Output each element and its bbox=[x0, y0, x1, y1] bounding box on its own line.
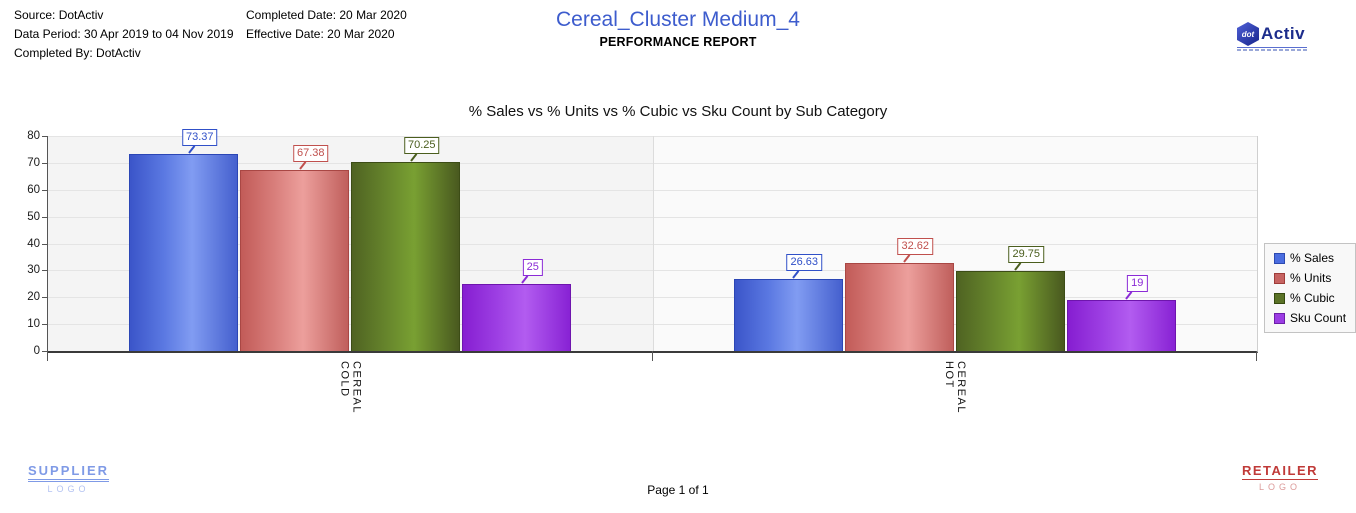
source-label: Source: DotActiv bbox=[14, 8, 104, 22]
category-divider bbox=[652, 136, 654, 351]
chart-title: % Sales vs % Units vs % Cubic vs Sku Cou… bbox=[468, 103, 888, 120]
legend-label: % Cubic bbox=[1290, 291, 1335, 305]
y-axis-tick bbox=[42, 297, 47, 299]
dotactiv-brand-text: Activ bbox=[1261, 24, 1306, 43]
legend-swatch-icon bbox=[1274, 272, 1285, 284]
y-axis-tick bbox=[42, 189, 47, 191]
legend-swatch-icon bbox=[1274, 252, 1285, 264]
y-axis-label: 80 bbox=[27, 130, 40, 142]
dotactiv-hexagon-icon: dot bbox=[1237, 22, 1259, 46]
y-axis-line bbox=[47, 136, 48, 361]
value-callout: 32.62 bbox=[897, 238, 934, 256]
x-axis-tick bbox=[651, 351, 653, 361]
value-callout: 29.75 bbox=[1008, 246, 1045, 264]
supplier-logo-sub: LOGO bbox=[47, 484, 90, 494]
y-axis-label: 50 bbox=[27, 210, 40, 223]
bar-units bbox=[240, 169, 350, 351]
bar-sales bbox=[733, 279, 843, 351]
value-callout: 26.63 bbox=[786, 254, 823, 272]
report-meta-left: Source: DotActiv Data Period: 30 Apr 201… bbox=[14, 6, 234, 63]
y-axis-label: 70 bbox=[27, 156, 40, 169]
report-meta-dates: Completed Date: 20 Mar 2020 Effective Da… bbox=[246, 6, 407, 44]
legend-item: % Units bbox=[1274, 271, 1346, 285]
legend-item: % Sales bbox=[1274, 251, 1346, 265]
supplier-logo-text: SUPPLIER bbox=[28, 463, 110, 482]
completed-by-label: Completed By: DotActiv bbox=[14, 46, 141, 60]
y-axis-tick bbox=[42, 136, 47, 137]
legend-swatch-icon bbox=[1274, 312, 1285, 324]
y-axis-label: 40 bbox=[27, 237, 40, 250]
legend-label: Sku Count bbox=[1290, 311, 1347, 325]
chart-legend: % Sales % Units % Cubic Sku Count bbox=[1264, 243, 1356, 333]
dotactiv-hex-text: dot bbox=[1241, 29, 1255, 39]
dotactiv-logo: dot Activ bbox=[1237, 22, 1307, 51]
bar-sku-count bbox=[1066, 299, 1176, 351]
legend-swatch-icon bbox=[1274, 292, 1285, 304]
plot-area: 0 10 20 30 40 50 60 70 80 73.37 67.38 70.25 25 CEREAL… bbox=[27, 128, 1258, 414]
data-period-label: Data Period: 30 Apr 2019 to 04 Nov 2019 bbox=[14, 27, 234, 41]
legend-item: % Cubic bbox=[1274, 291, 1346, 305]
dotactiv-logo-rule bbox=[1237, 47, 1307, 48]
dotactiv-logo-tagline bbox=[1237, 49, 1307, 51]
bar-cubic bbox=[955, 271, 1065, 351]
retailer-logo-text: RETAILER bbox=[1242, 463, 1319, 480]
y-axis-tick bbox=[42, 162, 47, 164]
y-axis-label: 0 bbox=[33, 345, 40, 357]
x-axis-category-label: CEREAL HOT bbox=[942, 361, 967, 414]
value-callout: 73.37 bbox=[181, 128, 218, 146]
y-axis-tick bbox=[42, 243, 47, 245]
bar-sku-count bbox=[462, 283, 572, 351]
value-callout: 19 bbox=[1127, 274, 1148, 292]
supplier-logo: SUPPLIER LOGO bbox=[28, 462, 110, 494]
retailer-logo: RETAILER LOGO bbox=[1242, 462, 1319, 492]
value-callout: 67.38 bbox=[292, 144, 329, 162]
bar-cubic bbox=[351, 162, 461, 351]
y-axis-tick bbox=[42, 351, 47, 352]
legend-item: Sku Count bbox=[1274, 311, 1346, 325]
y-axis-label: 10 bbox=[27, 318, 40, 331]
effective-date-label: Effective Date: 20 Mar 2020 bbox=[246, 27, 395, 41]
bar-units bbox=[844, 263, 954, 351]
completed-date-label: Completed Date: 20 Mar 2020 bbox=[246, 8, 407, 22]
y-axis-label: 60 bbox=[27, 183, 40, 196]
bar-sales bbox=[129, 153, 239, 351]
value-callout: 25 bbox=[522, 258, 543, 276]
y-axis-tick bbox=[42, 216, 47, 218]
y-axis-tick bbox=[42, 324, 47, 326]
y-axis-label: 30 bbox=[27, 264, 40, 277]
x-axis-tick bbox=[1256, 351, 1257, 361]
legend-label: % Sales bbox=[1290, 251, 1335, 265]
retailer-logo-sub: LOGO bbox=[1259, 482, 1302, 492]
value-callout: 70.25 bbox=[403, 137, 440, 155]
legend-label: % Units bbox=[1290, 271, 1332, 285]
y-axis-tick bbox=[42, 270, 47, 272]
y-axis-label: 20 bbox=[27, 291, 40, 304]
page-number: Page 1 of 1 bbox=[647, 483, 709, 497]
x-axis-category-label: CEREAL COLD bbox=[338, 361, 363, 414]
